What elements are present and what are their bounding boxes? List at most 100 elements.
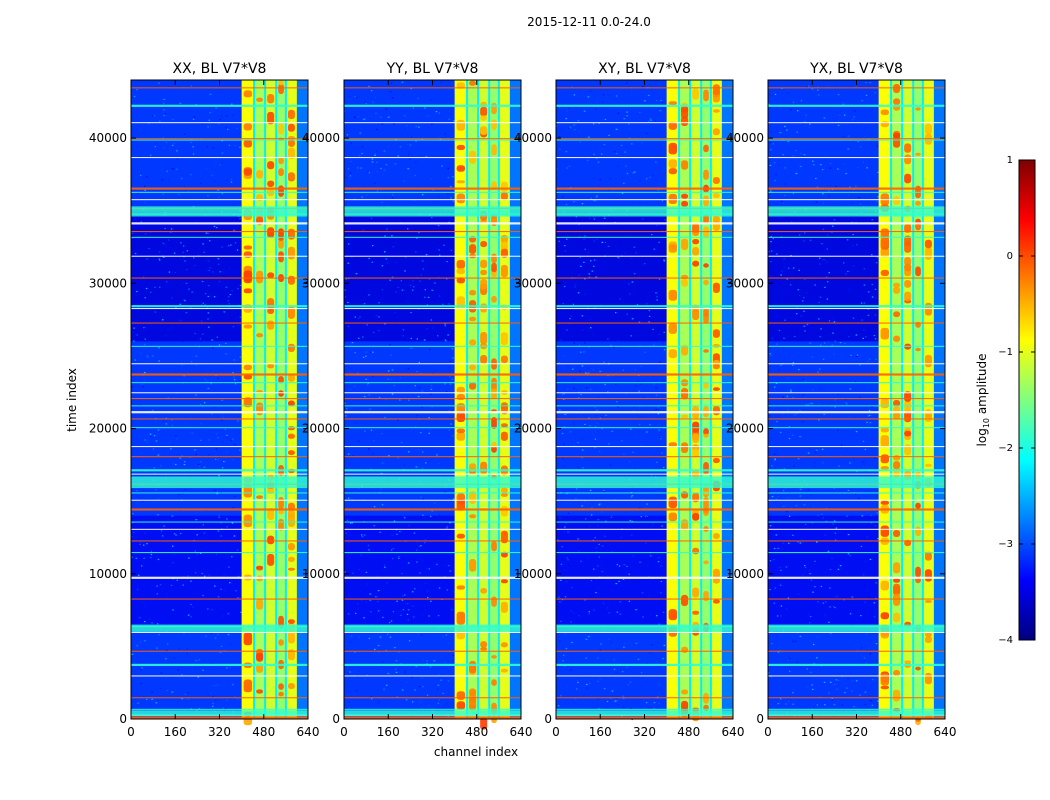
heatmap-speck — [416, 276, 418, 278]
heatmap-blob — [491, 102, 497, 115]
heatmap-band — [344, 191, 521, 193]
heatmap-speck — [827, 340, 829, 342]
heatmap-speck — [404, 127, 406, 130]
heatmap-speck — [821, 526, 823, 528]
heatmap-speck — [658, 703, 660, 705]
heatmap-speck — [411, 605, 414, 607]
heatmap-speck — [851, 342, 854, 344]
heatmap-blob — [904, 143, 912, 153]
heatmap-blob — [712, 599, 720, 604]
heatmap-blob — [692, 587, 700, 598]
heatmap-blob — [904, 660, 912, 664]
heatmap-speck — [588, 417, 590, 419]
heatmap-speck — [843, 599, 845, 601]
heatmap-speck — [649, 555, 652, 557]
heatmap-speck — [438, 196, 440, 198]
heatmap-speck — [615, 698, 618, 700]
heatmap-band — [344, 392, 521, 394]
heatmap-speck — [133, 514, 136, 516]
heatmap-speck — [876, 145, 878, 147]
heatmap-cell — [891, 80, 903, 719]
heatmap-speck — [603, 361, 605, 363]
heatmap-band — [556, 206, 733, 217]
heatmap-blob — [456, 701, 466, 710]
heatmap-speck — [560, 620, 562, 622]
heatmap-speck — [651, 234, 653, 236]
heatmap-speck — [185, 282, 187, 284]
heatmap-blob — [893, 612, 901, 623]
heatmap-blob — [924, 354, 932, 368]
heatmap-speck — [359, 316, 361, 318]
heatmap-speck — [651, 525, 653, 527]
heatmap-speck — [453, 120, 455, 122]
heatmap-speck — [608, 134, 610, 136]
heatmap-speck — [770, 190, 772, 192]
heatmap-speck — [780, 569, 782, 571]
heatmap-band — [556, 576, 733, 579]
heatmap-speck — [834, 683, 836, 685]
heatmap-speck — [785, 703, 787, 705]
heatmap-speck — [771, 496, 774, 498]
heatmap-band — [131, 476, 308, 489]
heatmap-speck — [212, 271, 214, 273]
heatmap-speck — [603, 144, 605, 146]
heatmap-speck — [573, 342, 575, 344]
heatmap-speck — [231, 522, 234, 524]
heatmap-speck — [818, 386, 820, 388]
heatmap-blob — [904, 223, 912, 233]
heatmap-blob — [668, 142, 678, 155]
heatmap-speck — [566, 388, 569, 390]
heatmap-speck — [656, 296, 658, 298]
heatmap-speck — [863, 329, 865, 331]
heatmap-speck — [825, 520, 828, 522]
heatmap-speck — [213, 406, 215, 409]
heatmap-speck — [792, 267, 795, 269]
heatmap-speck — [876, 256, 878, 258]
heatmap-speck — [440, 81, 443, 83]
heatmap-speck — [438, 674, 440, 676]
heatmap-region — [131, 515, 242, 625]
heatmap-speck — [170, 228, 173, 230]
heatmap-speck — [401, 81, 403, 83]
heatmap-speck — [353, 512, 355, 514]
heatmap-blob — [278, 185, 284, 197]
heatmap-speck — [136, 89, 138, 91]
heatmap-speck — [581, 315, 583, 317]
heatmap-speck — [561, 546, 563, 548]
heatmap-speck — [840, 444, 843, 446]
heatmap-speck — [835, 679, 837, 681]
heatmap-speck — [800, 152, 802, 155]
heatmap-speck — [408, 153, 410, 155]
heatmap-speck — [228, 566, 230, 568]
heatmap-band — [131, 191, 308, 193]
heatmap-speck — [203, 340, 205, 342]
heatmap-blob — [681, 689, 689, 695]
heatmap-speck — [617, 165, 620, 167]
heatmap-speck — [158, 360, 160, 362]
heatmap-speck — [171, 691, 173, 693]
heatmap-band — [556, 710, 733, 717]
heatmap-speck — [792, 640, 794, 643]
heatmap-speck — [638, 423, 641, 425]
heatmap-blob — [893, 98, 901, 105]
heatmap-speck — [134, 252, 137, 255]
heatmap-speck — [777, 623, 779, 625]
heatmap-speck — [779, 566, 781, 568]
heatmap-speck — [836, 165, 838, 167]
heatmap-band — [344, 199, 521, 201]
heatmap-speck — [428, 704, 431, 707]
heatmap-speck — [215, 699, 217, 701]
heatmap-speck — [368, 85, 370, 87]
heatmap-band — [131, 499, 308, 501]
heatmap-speck — [228, 267, 230, 269]
heatmap-speck — [624, 151, 626, 153]
heatmap-speck — [239, 316, 242, 318]
heatmap-speck — [144, 185, 146, 187]
heatmap-blob — [880, 228, 890, 241]
heatmap-speck — [626, 433, 628, 436]
heatmap-speck — [208, 574, 210, 576]
heatmap-speck — [567, 365, 569, 367]
heatmap-speck — [601, 428, 603, 430]
heatmap-blob — [480, 279, 488, 290]
heatmap-band — [131, 708, 308, 710]
